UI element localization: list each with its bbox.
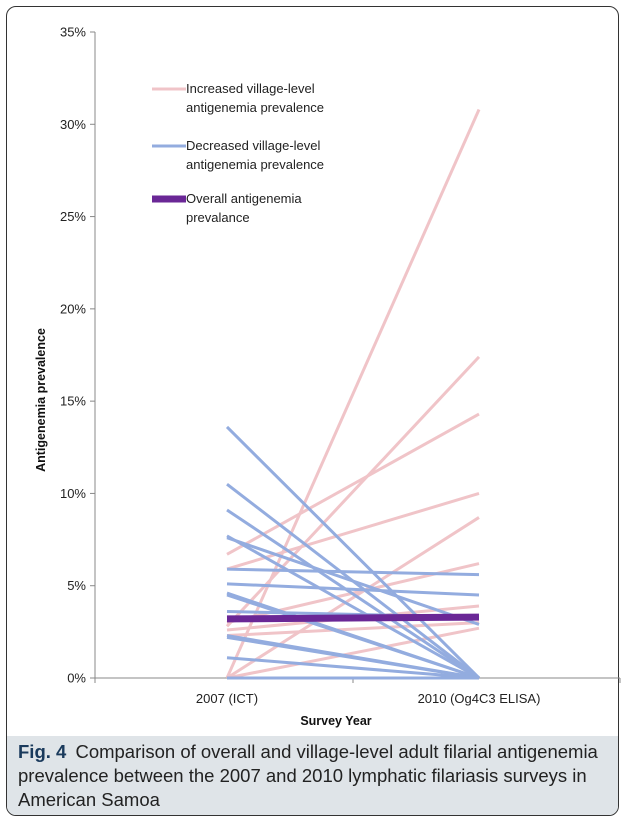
decreased-village-line [226, 534, 480, 680]
y-tick-label: 15% [60, 394, 86, 409]
increased-village-line [226, 516, 480, 680]
decreased-village-line [226, 656, 480, 680]
decreased-village-line [225, 425, 481, 680]
legend: Increased village-level antigenemia preva… [152, 81, 324, 225]
legend-label: antigenemia prevalence [186, 100, 324, 115]
y-axis-title: Antigenemia prevalence [34, 328, 48, 472]
y-tick-label: 30% [60, 117, 86, 132]
series-lines [225, 108, 481, 680]
y-axis: 0% 5% 10% 15% 20% 25% 30% 35% [60, 25, 96, 686]
figure-frame [6, 6, 619, 816]
legend-label: Decreased village-level [186, 138, 321, 153]
decreased-village-line [226, 635, 480, 680]
legend-label: prevalance [186, 210, 250, 225]
caption-background [7, 736, 618, 815]
increased-village-line [225, 355, 481, 628]
line-chart: 0% 5% 10% 15% 20% 25% 30% 35% 2007 (ICT) 2010 (O… [34, 25, 621, 728]
y-tick-label: 35% [60, 25, 86, 40]
caption-text: Comparison of overall and village-level … [18, 741, 598, 810]
decreased-village-line [226, 582, 480, 597]
legend-label: antigenemia prevalence [186, 157, 324, 172]
decreased-village-line [226, 536, 480, 626]
increased-village-line [226, 491, 480, 571]
increased-village-line [226, 412, 480, 556]
decreased-village-line [226, 593, 480, 680]
x-tick-label: 2010 (Og4C3 ELISA) [418, 691, 541, 706]
figure-caption: Fig. 4 Comparison of overall and village… [18, 740, 618, 812]
y-tick-label: 5% [67, 578, 86, 593]
legend-label: Increased village-level [186, 81, 315, 96]
y-tick-label: 25% [60, 209, 86, 224]
figure-label: Fig. 4 [18, 741, 67, 762]
decreased-village-line [226, 567, 480, 577]
overall-series-line [226, 613, 480, 623]
decreased-village-line [226, 508, 480, 680]
x-tick-label: 2007 (ICT) [196, 691, 258, 706]
y-tick-label: 0% [67, 671, 86, 686]
increased-village-line [226, 621, 480, 638]
y-tick-label: 10% [60, 486, 86, 501]
x-axis: 2007 (ICT) 2010 (Og4C3 ELISA) [94, 677, 621, 706]
legend-label: Overall antigenemia [186, 191, 302, 206]
y-tick-label: 20% [60, 301, 86, 316]
x-axis-title: Survey Year [300, 714, 371, 728]
